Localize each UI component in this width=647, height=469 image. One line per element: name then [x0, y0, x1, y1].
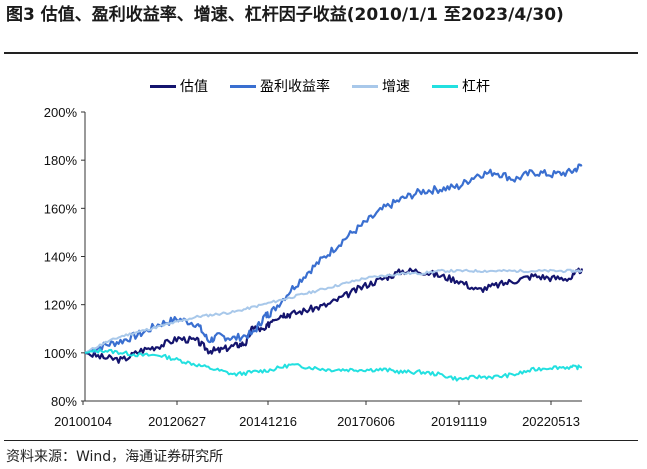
series-line-growth: [84, 268, 583, 354]
legend-swatch-leverage: [432, 84, 458, 88]
legend-swatch-valuation: [150, 84, 176, 88]
chart-title: 图3 估值、盈利收益率、增速、杠杆因子收益(2010/1/1 至2023/4/3…: [6, 5, 564, 25]
y-tick-label: 160%: [44, 201, 78, 216]
legend-label-earnings-yield: 盈利收益率: [260, 79, 330, 95]
y-tick-label: 100%: [44, 346, 78, 361]
legend-label-leverage: 杠杆: [462, 79, 490, 95]
y-tick-label: 200%: [44, 105, 78, 120]
chart-legend: 估值 盈利收益率 增速 杠杆: [150, 76, 490, 96]
x-tick-label: 20220513: [522, 414, 580, 429]
title-divider: [4, 52, 638, 54]
legend-label-valuation: 估值: [180, 79, 208, 95]
y-tick-label: 140%: [44, 250, 78, 265]
legend-swatch-growth: [352, 84, 378, 88]
y-tick-label: 180%: [44, 153, 78, 168]
legend-item-valuation: 估值: [150, 76, 208, 96]
series-line-leverage: [84, 348, 583, 382]
y-tick-label: 80%: [51, 394, 77, 409]
x-tick-label: 20141216: [239, 414, 297, 429]
series-line-valuation: [84, 267, 584, 364]
series-line-earnings-yield: [84, 163, 583, 354]
line-chart: 80% 100% 120% 140% 160% 180% 200% 20100104 20120…: [44, 105, 584, 429]
x-tick-label: 20100104: [54, 414, 112, 429]
y-tick-label: 120%: [44, 298, 78, 313]
legend-swatch-earnings-yield: [230, 84, 256, 88]
source-note: 资料来源：Wind，海通证券研究所: [6, 449, 224, 465]
x-tick-label: 20120627: [148, 414, 206, 429]
legend-label-growth: 增速: [382, 79, 410, 95]
legend-item-growth: 增速: [352, 76, 410, 96]
x-tick-label: 20191119: [431, 414, 487, 429]
x-tick-label: 20170606: [337, 414, 395, 429]
legend-item-leverage: 杠杆: [432, 76, 490, 96]
footer-divider: [4, 440, 638, 441]
legend-item-earnings-yield: 盈利收益率: [230, 76, 330, 96]
